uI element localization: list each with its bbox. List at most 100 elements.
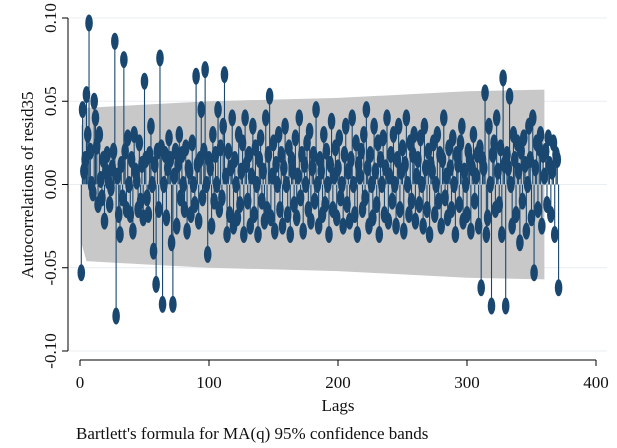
marker-lag-264: [416, 129, 425, 147]
marker-lag-319: [487, 297, 496, 315]
marker-lag-110: [218, 189, 226, 207]
marker-lag-77: [175, 126, 184, 144]
marker-lag-169: [294, 167, 302, 185]
marker-lag-92: [194, 212, 203, 230]
marker-lag-222: [362, 101, 371, 119]
y-tick-label-2: 0.00: [41, 170, 60, 200]
marker-lag-295: [456, 134, 465, 152]
marker-lag-248: [396, 200, 404, 218]
marker-lag-266: [419, 217, 427, 235]
marker-lag-15: [95, 126, 104, 144]
y-tick-label-4: 0.10: [41, 3, 60, 33]
marker-lag-6: [83, 126, 92, 144]
marker-lag-293: [454, 156, 462, 174]
marker-lag-2: [78, 101, 87, 119]
marker-lag-263: [415, 195, 424, 213]
marker-lag-61: [154, 200, 163, 218]
marker-lag-81: [180, 200, 189, 218]
marker-lag-157: [278, 217, 287, 235]
marker-lag-289: [449, 129, 457, 147]
marker-lag-95: [198, 189, 207, 207]
marker-lag-128: [241, 109, 249, 127]
marker-lag-161: [283, 205, 292, 223]
marker-lag-153: [273, 176, 282, 193]
marker-lag-331: [503, 146, 511, 164]
marker-lag-314: [481, 84, 489, 102]
marker-lag-56: [148, 176, 157, 193]
marker-lag-78: [176, 189, 185, 207]
marker-lag-210: [347, 151, 355, 169]
marker-lag-260: [411, 212, 420, 230]
marker-lag-31: [116, 225, 124, 243]
marker-lag-241: [387, 146, 395, 164]
marker-lag-53: [144, 205, 153, 223]
marker-lag-255: [405, 205, 413, 223]
marker-lag-55: [147, 117, 155, 135]
marker-lag-37: [123, 129, 132, 147]
marker-lag-238: [383, 109, 391, 127]
marker-lag-167: [291, 129, 300, 147]
marker-lag-358: [538, 217, 546, 235]
marker-lag-136: [251, 139, 260, 157]
marker-lag-182: [310, 192, 319, 210]
marker-lag-39: [126, 205, 135, 223]
marker-lag-288: [447, 200, 456, 218]
marker-lag-175: [301, 176, 310, 193]
marker-lag-73: [170, 167, 178, 185]
marker-lag-158: [280, 159, 288, 177]
marker-lag-234: [378, 176, 386, 193]
marker-lag-99: [203, 245, 212, 263]
marker-lag-277: [433, 126, 442, 144]
marker-lag-239: [384, 212, 393, 230]
marker-lag-174: [300, 156, 309, 174]
marker-lag-107: [214, 101, 222, 119]
marker-lag-180: [308, 159, 317, 177]
marker-lag-28: [112, 307, 120, 325]
marker-lag-347: [523, 176, 532, 193]
marker-lag-205: [340, 146, 349, 164]
marker-lag-365: [547, 205, 555, 223]
marker-lag-211: [348, 109, 356, 127]
marker-lag-75: [172, 217, 181, 235]
marker-lag-44: [132, 172, 141, 190]
marker-lag-299: [461, 176, 470, 193]
marker-lag-340: [514, 162, 523, 180]
marker-lag-360: [540, 167, 549, 185]
marker-lag-111: [219, 117, 227, 135]
marker-lag-132: [246, 217, 255, 235]
marker-lag-106: [212, 176, 221, 193]
marker-lag-65: [160, 176, 168, 193]
marker-lag-300: [463, 205, 471, 223]
marker-lag-203: [338, 176, 346, 193]
marker-lag-283: [441, 189, 449, 207]
marker-lag-333: [505, 87, 514, 105]
marker-lag-50: [140, 72, 149, 90]
marker-lag-72: [169, 295, 177, 313]
marker-lag-184: [313, 176, 322, 193]
marker-lag-228: [370, 117, 378, 135]
marker-lag-5: [82, 86, 91, 104]
marker-lag-34: [120, 51, 128, 69]
marker-lag-178: [305, 122, 314, 140]
marker-lag-171: [296, 189, 305, 207]
marker-lag-368: [550, 225, 559, 243]
marker-lag-114: [223, 225, 231, 243]
marker-lag-82: [181, 139, 190, 157]
marker-lag-227: [369, 209, 377, 227]
marker-lag-303: [467, 222, 475, 240]
marker-lag-7: [85, 14, 93, 32]
marker-lag-346: [522, 222, 531, 240]
marker-lag-140: [256, 129, 265, 147]
marker-lag-29: [113, 167, 122, 185]
marker-lag-309: [474, 217, 483, 235]
marker-lag-152: [272, 156, 280, 174]
marker-lag-281: [438, 151, 447, 169]
marker-lag-371: [554, 279, 563, 297]
marker-lag-338: [512, 205, 520, 223]
marker-lag-251: [399, 222, 408, 240]
marker-lag-244: [390, 176, 399, 193]
marker-lag-1: [77, 264, 86, 282]
marker-lag-353: [531, 159, 540, 177]
marker-lag-142: [259, 162, 267, 180]
y-axis-title: Autocorrelations of resid35: [18, 92, 37, 279]
